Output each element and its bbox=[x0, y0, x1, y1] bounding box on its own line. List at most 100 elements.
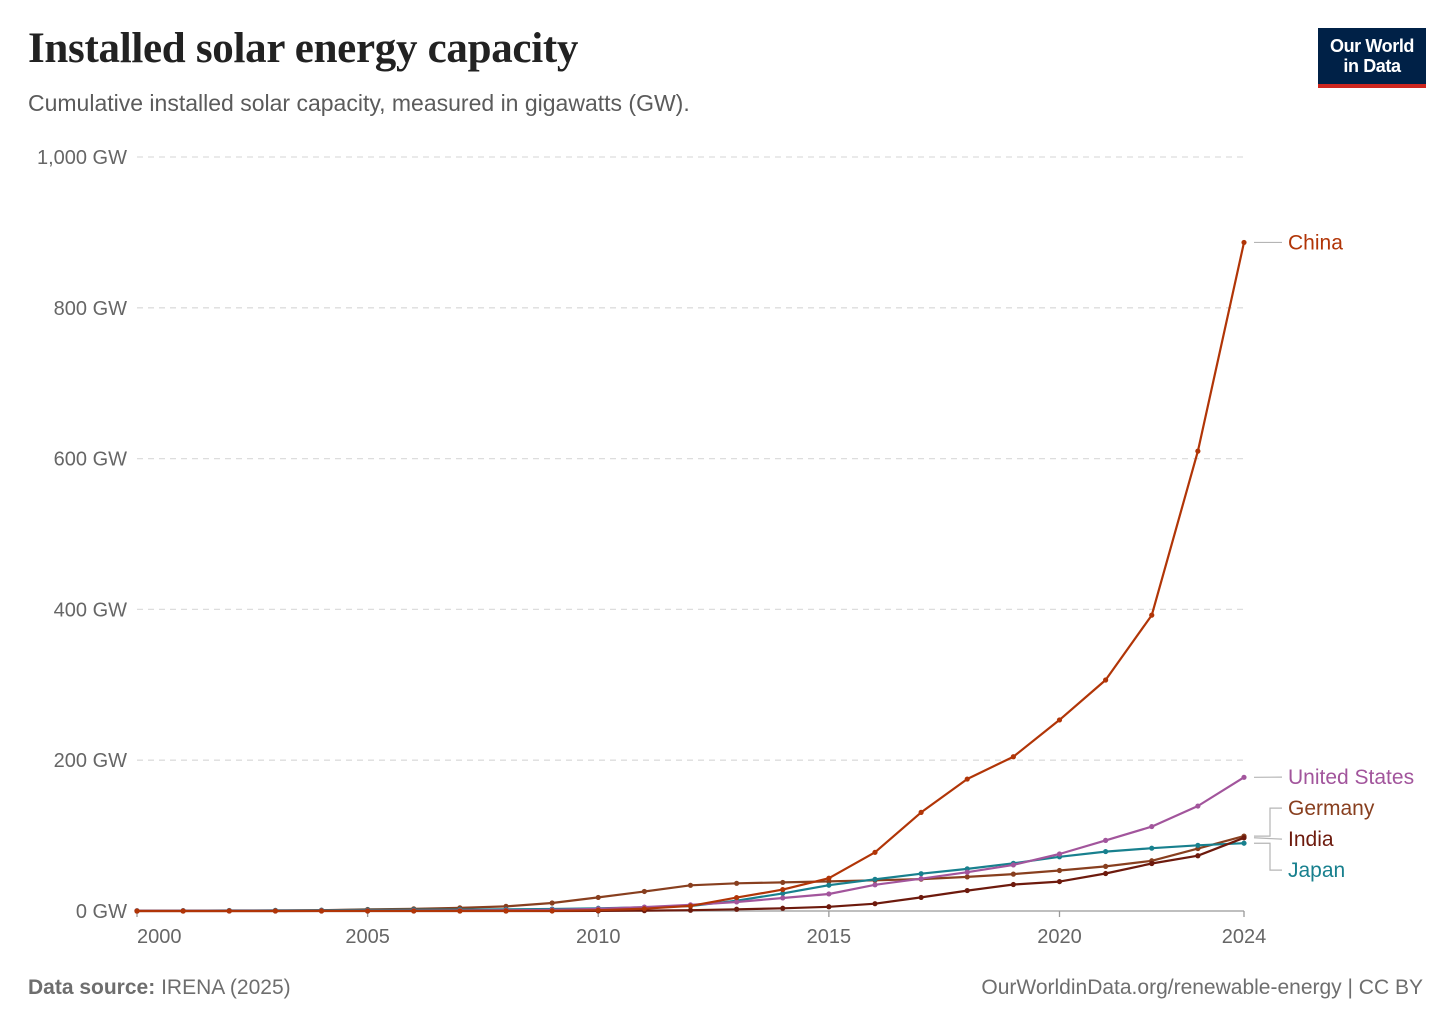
data-point[interactable] bbox=[687, 903, 694, 909]
data-point[interactable] bbox=[503, 908, 509, 914]
data-point[interactable] bbox=[180, 908, 186, 914]
data-point[interactable] bbox=[1103, 848, 1109, 855]
data-point[interactable] bbox=[1195, 853, 1201, 859]
data-point[interactable] bbox=[1103, 677, 1109, 683]
data-point[interactable] bbox=[1010, 862, 1016, 868]
gridlines bbox=[137, 156, 1244, 761]
x-tick-label: 2024 bbox=[1222, 926, 1267, 948]
data-point[interactable] bbox=[1056, 878, 1063, 885]
data-point[interactable] bbox=[780, 905, 786, 911]
data-point[interactable] bbox=[734, 880, 740, 886]
label-connector bbox=[1254, 807, 1282, 837]
logo-line-2: in Data bbox=[1343, 56, 1401, 76]
series-line[interactable] bbox=[136, 835, 1245, 913]
data-source-value: IRENA (2025) bbox=[161, 976, 291, 999]
data-point[interactable] bbox=[964, 869, 970, 875]
y-axis-tick-labels: 0 GW 200 GW 400 GW 600 GW 800 GW 1,000 GW bbox=[37, 147, 127, 923]
series-label[interactable]: China bbox=[1288, 231, 1343, 254]
data-point[interactable] bbox=[411, 908, 417, 914]
data-point[interactable] bbox=[1241, 774, 1247, 780]
data-point[interactable] bbox=[549, 908, 555, 914]
data-point[interactable] bbox=[964, 776, 970, 782]
data-source: Data source: IRENA (2025) bbox=[28, 976, 291, 1000]
data-point[interactable] bbox=[595, 907, 601, 913]
series-lines bbox=[134, 239, 1247, 914]
data-point[interactable] bbox=[1010, 881, 1016, 888]
x-tick-label: 2000 bbox=[137, 926, 182, 948]
data-point[interactable] bbox=[1149, 823, 1155, 830]
y-tick-label: 200 GW bbox=[54, 750, 127, 772]
series-line[interactable] bbox=[137, 242, 1246, 913]
data-point[interactable] bbox=[1195, 842, 1201, 848]
owid-logo[interactable]: Our World in Data bbox=[1318, 28, 1426, 88]
footer-link[interactable]: OurWorldinData.org/renewable-energy | CC… bbox=[981, 976, 1423, 999]
data-point[interactable] bbox=[1056, 717, 1063, 723]
y-tick-label: 1,000 GW bbox=[37, 147, 127, 169]
data-point[interactable] bbox=[872, 876, 878, 882]
data-point[interactable] bbox=[964, 887, 970, 894]
data-point[interactable] bbox=[1103, 870, 1109, 877]
data-point[interactable] bbox=[365, 908, 371, 914]
series-line[interactable] bbox=[137, 776, 1245, 913]
x-axis: 2000 2005 2010 2015 2020 2024 bbox=[136, 910, 1267, 948]
x-tick-label: 2020 bbox=[1037, 926, 1082, 948]
data-point[interactable] bbox=[1241, 239, 1247, 246]
data-point[interactable] bbox=[641, 888, 647, 895]
data-point[interactable] bbox=[1241, 840, 1247, 846]
data-point[interactable] bbox=[687, 882, 694, 888]
y-tick-label: 800 GW bbox=[54, 298, 127, 320]
data-point[interactable] bbox=[734, 894, 740, 901]
data-point[interactable] bbox=[457, 908, 463, 914]
data-point[interactable] bbox=[872, 849, 878, 855]
data-point[interactable] bbox=[1149, 845, 1155, 851]
data-point[interactable] bbox=[918, 809, 924, 815]
line-chart: 0 GW 200 GW 400 GW 600 GW 800 GW 1,000 GW 200… bbox=[37, 147, 1414, 948]
data-point[interactable] bbox=[964, 874, 970, 880]
data-point[interactable] bbox=[595, 894, 601, 901]
data-point[interactable] bbox=[226, 908, 232, 914]
series-label[interactable]: Japan bbox=[1288, 859, 1345, 882]
data-point[interactable] bbox=[1010, 754, 1016, 760]
data-point[interactable] bbox=[1241, 835, 1247, 841]
data-point[interactable] bbox=[780, 895, 786, 901]
data-point[interactable] bbox=[1056, 867, 1063, 874]
data-point[interactable] bbox=[1010, 871, 1016, 877]
series-line[interactable] bbox=[136, 842, 1245, 912]
data-point[interactable] bbox=[780, 890, 786, 897]
data-point[interactable] bbox=[826, 904, 832, 910]
data-point[interactable] bbox=[826, 875, 832, 881]
data-point[interactable] bbox=[1056, 851, 1063, 857]
data-point[interactable] bbox=[641, 906, 647, 912]
data-point[interactable] bbox=[780, 886, 786, 893]
label-connector bbox=[1254, 842, 1282, 871]
data-point[interactable] bbox=[826, 882, 832, 888]
chart-title: Installed solar energy capacity bbox=[28, 25, 579, 72]
data-point[interactable] bbox=[1103, 863, 1109, 869]
data-point[interactable] bbox=[1195, 448, 1201, 454]
data-point[interactable] bbox=[872, 901, 878, 907]
data-point[interactable] bbox=[1149, 612, 1155, 618]
series-label[interactable]: India bbox=[1288, 828, 1334, 851]
data-point[interactable] bbox=[918, 894, 924, 901]
data-point[interactable] bbox=[1149, 860, 1155, 867]
data-point[interactable] bbox=[872, 882, 878, 888]
series-label[interactable]: Germany bbox=[1288, 797, 1375, 820]
data-point[interactable] bbox=[734, 899, 740, 905]
data-point[interactable] bbox=[918, 871, 924, 877]
series-label[interactable]: United States bbox=[1288, 766, 1414, 789]
series-labels: China United States Germany India Japan bbox=[1253, 231, 1414, 882]
y-tick-label: 0 GW bbox=[76, 901, 127, 923]
data-point[interactable] bbox=[549, 900, 555, 906]
data-point[interactable] bbox=[272, 908, 278, 914]
data-point[interactable] bbox=[780, 879, 786, 886]
data-point[interactable] bbox=[734, 906, 740, 912]
data-point[interactable] bbox=[687, 907, 694, 913]
data-point[interactable] bbox=[1103, 837, 1109, 843]
data-point[interactable] bbox=[318, 908, 325, 914]
data-point[interactable] bbox=[134, 908, 140, 914]
data-point[interactable] bbox=[826, 891, 832, 897]
data-source-label: Data source: bbox=[28, 976, 156, 999]
y-tick-label: 600 GW bbox=[54, 449, 127, 471]
data-point[interactable] bbox=[918, 876, 924, 882]
data-point[interactable] bbox=[1195, 803, 1201, 809]
